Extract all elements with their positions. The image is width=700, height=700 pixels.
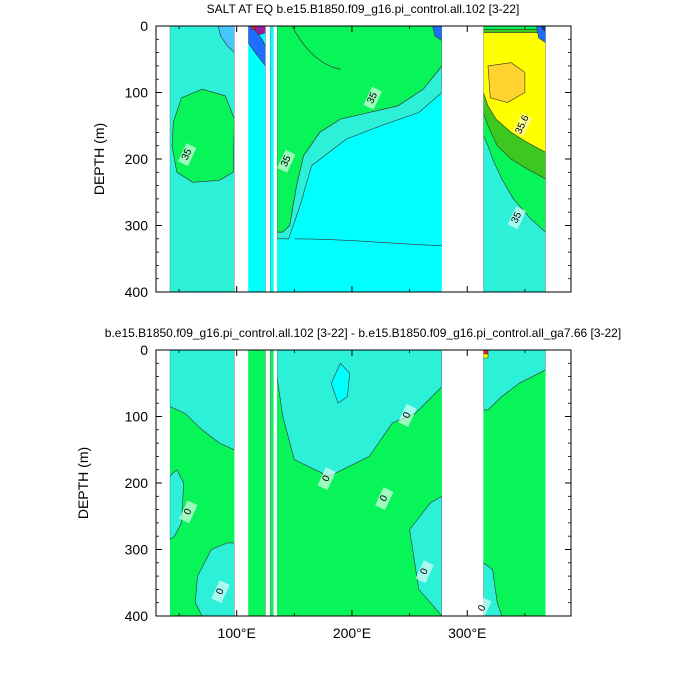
y-tick-label: 200 — [125, 151, 149, 167]
x-tick-label: 200°E — [333, 625, 371, 641]
land-gap — [265, 350, 271, 616]
land-gap — [265, 26, 271, 292]
contour-label-bg — [473, 596, 492, 620]
bottom-hotspot-yellow — [483, 353, 489, 359]
contour-label: 0 — [214, 586, 227, 596]
contour-label: 35 — [279, 154, 294, 169]
contour-label-bg — [177, 143, 197, 167]
top-salinity-field — [169, 25, 546, 293]
contour-label-group: 35 — [277, 149, 296, 173]
bottom-east-upper-turquoise — [483, 349, 546, 411]
land-gap — [234, 350, 249, 616]
contour-label-group: 0 — [473, 596, 492, 620]
contour-label-group: 35 — [507, 206, 527, 230]
land-gap — [273, 26, 278, 292]
contour-label-group: 0 — [375, 487, 394, 510]
contour-label-group: 0 — [211, 580, 230, 604]
contour-label: 0 — [476, 603, 489, 613]
y-tick-label: 300 — [125, 218, 149, 234]
land-gap — [441, 26, 484, 292]
contour-label-bg — [317, 467, 336, 491]
contour-label-bg — [179, 500, 198, 524]
top-contour-line — [291, 25, 341, 70]
contour-label-group: 0 — [317, 467, 336, 491]
bottom-y-axis-label: DEPTH (m) — [75, 447, 91, 519]
y-tick-label: 400 — [125, 284, 149, 300]
contour-label: 0 — [418, 566, 431, 576]
contour-label-bg — [375, 487, 394, 510]
contour-label-bg — [507, 206, 527, 230]
top-chart-title: SALT AT EQ b.e15.B1850.f09_g16.pi_contro… — [207, 2, 520, 16]
contour-label-group: 35 — [363, 86, 382, 110]
bottom-panel: b.e15.B1850.f09_g16.pi_control.all.102 [… — [75, 326, 621, 641]
x-tick-label: 100°E — [218, 625, 256, 641]
land-gap — [441, 350, 484, 616]
bottom-ticks: 0 100 200 300 400 100°E 200°E 300°E — [125, 342, 571, 641]
contour-label: 0 — [320, 473, 333, 483]
contour-label-bg — [513, 113, 532, 137]
bottom-central-small-lens — [330, 362, 351, 404]
bottom-contour-labels: 0 0 0 0 0 0 0 — [179, 404, 492, 620]
bottom-hotspot-red — [483, 349, 489, 355]
contour-label-bg — [415, 560, 434, 584]
contour-label: 35 — [180, 147, 195, 162]
contour-label-group: 35 — [177, 143, 197, 167]
contour-label-group: 0 — [398, 404, 417, 427]
contour-label: 35 — [510, 210, 525, 225]
x-tick-label: 300°E — [448, 625, 486, 641]
contour-label-bg — [398, 404, 417, 427]
land-gap — [273, 350, 278, 616]
contour-label: 35 — [365, 90, 380, 105]
contour-label-bg — [211, 580, 230, 604]
bottom-chart-title: b.e15.B1850.f09_g16.pi_control.all.102 [… — [105, 326, 621, 340]
y-tick-label: 300 — [125, 542, 149, 558]
top-east-orange-core — [487, 62, 526, 103]
top-y-axis-label: DEPTH (m) — [91, 123, 107, 195]
y-tick-label: 0 — [140, 18, 148, 34]
top-panel: SALT AT EQ b.e15.B1850.f09_g16.pi_contro… — [91, 2, 572, 300]
bottom-difference-field — [169, 349, 546, 617]
y-tick-label: 400 — [125, 608, 149, 624]
y-tick-label: 100 — [125, 409, 149, 425]
top-west-green-lens — [171, 88, 235, 183]
y-tick-label: 200 — [125, 475, 149, 491]
contour-label-group: 0 — [179, 500, 198, 524]
contour-label-bg — [363, 86, 382, 110]
contour-label-bg — [277, 149, 296, 173]
top-contour-line — [294, 238, 442, 246]
contour-label: 0 — [401, 410, 414, 420]
top-contour-lines — [291, 25, 442, 246]
top-ticks: 0 100 200 300 400 — [125, 18, 571, 300]
contour-label: 0 — [378, 493, 391, 503]
y-tick-label: 100 — [125, 85, 149, 101]
land-gap — [234, 26, 249, 292]
top-hotspot-red — [251, 25, 256, 31]
contour-label-group: 0 — [415, 560, 434, 584]
contour-label: 0 — [182, 507, 195, 517]
top-central-turquoise-band — [276, 65, 443, 240]
y-tick-label: 0 — [140, 342, 148, 358]
